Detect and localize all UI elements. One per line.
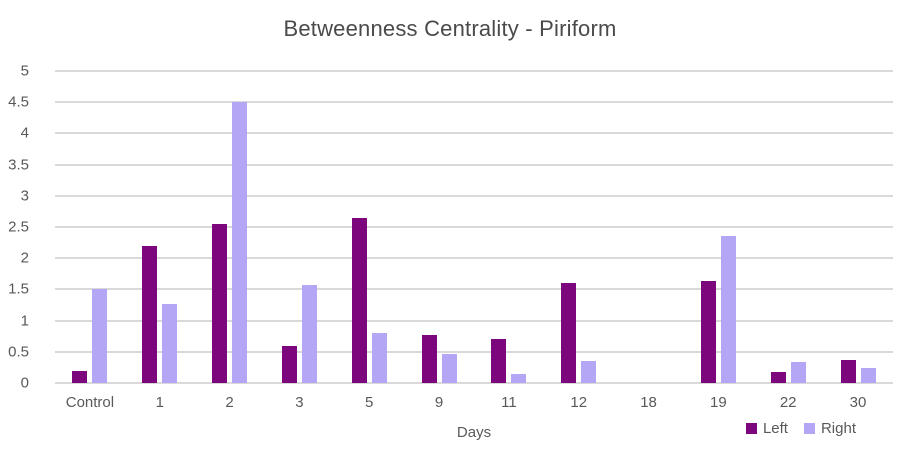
bar-left-3 <box>281 345 297 383</box>
bar-right-control <box>92 289 108 383</box>
bar-right-5 <box>371 333 387 383</box>
bar-group-5 <box>334 71 404 383</box>
bar-group-11 <box>474 71 544 383</box>
gridline <box>55 101 893 104</box>
y-tick-label: 0.5 <box>8 343 29 361</box>
bar-right-30 <box>860 368 876 383</box>
legend-swatch-icon <box>745 423 757 434</box>
x-tick-label: 2 <box>225 394 234 411</box>
x-tick-label: 1 <box>155 394 164 411</box>
y-tick-label: 5 <box>20 62 29 80</box>
bar-group-2 <box>195 71 265 383</box>
x-tick-label: 22 <box>779 394 797 411</box>
bar-group-control <box>55 71 125 383</box>
bar-left-19 <box>700 281 716 383</box>
bar-group-12 <box>544 71 614 383</box>
bar-left-30 <box>840 359 856 383</box>
x-tick-label: 12 <box>570 394 588 411</box>
gridline <box>55 194 893 197</box>
x-axis: Control 1 2 3 5 9 11 12 18 19 22 30 <box>55 394 893 411</box>
x-tick-label: 5 <box>365 394 374 411</box>
plot-area <box>55 70 893 384</box>
bar-right-9 <box>441 353 457 383</box>
y-tick-label: 4.5 <box>8 93 29 111</box>
bar-left-5 <box>351 217 367 383</box>
bar-left-9 <box>421 334 437 383</box>
y-tick-label: 0 <box>20 374 29 392</box>
bar-group-22 <box>753 71 823 383</box>
y-tick-label: 4 <box>20 124 29 142</box>
bar-groups <box>55 71 893 383</box>
y-tick-label: 1 <box>20 312 29 330</box>
gridline <box>55 382 893 384</box>
bar-left-2 <box>212 223 228 383</box>
chart-title: Betweenness Centrality - Piriform <box>283 16 617 41</box>
x-tick-label: 30 <box>849 394 867 411</box>
legend-swatch-icon <box>803 423 815 434</box>
legend-item-left: Left <box>745 420 788 437</box>
gridline <box>55 70 893 72</box>
gridline <box>55 288 893 291</box>
bar-group-3 <box>264 71 334 383</box>
bar-group-30 <box>823 71 893 383</box>
bar-group-18 <box>614 71 684 383</box>
bar-right-2 <box>232 102 248 383</box>
legend-item-right: Right <box>803 420 856 437</box>
x-tick-label: 3 <box>295 394 304 411</box>
bar-left-22 <box>770 372 786 383</box>
bar-right-12 <box>581 361 597 383</box>
gridline <box>55 226 893 228</box>
gridline <box>55 163 893 166</box>
y-tick-label: 2 <box>20 249 29 267</box>
y-tick-label: 1.5 <box>8 280 29 298</box>
x-tick-label: 11 <box>501 394 517 411</box>
x-tick-label: 18 <box>640 394 657 411</box>
bar-right-22 <box>790 362 806 383</box>
y-tick-label: 3.5 <box>8 156 29 174</box>
bar-left-control <box>72 370 88 383</box>
x-tick-label: 19 <box>710 394 727 411</box>
bar-left-11 <box>491 339 507 383</box>
legend-label: Left <box>762 420 788 437</box>
legend-label: Right <box>820 420 856 437</box>
bar-left-12 <box>561 283 577 383</box>
x-axis-title: Days <box>456 424 492 441</box>
gridline <box>55 257 893 260</box>
gridline <box>55 132 893 135</box>
gridline <box>55 350 893 353</box>
bar-group-1 <box>125 71 195 383</box>
bar-right-19 <box>720 236 736 383</box>
bar-group-9 <box>404 71 474 383</box>
bar-right-3 <box>301 285 317 383</box>
x-tick-label: Control <box>65 394 115 411</box>
x-tick-label: 9 <box>434 394 444 411</box>
bar-right-1 <box>162 303 178 383</box>
y-tick-label: 3 <box>20 187 29 205</box>
y-axis: 5 4.5 4 3.5 3 2.5 2 1.5 1 0.5 0 <box>0 63 42 392</box>
bar-group-19 <box>683 71 753 383</box>
gridline <box>55 319 893 322</box>
y-tick-label: 2.5 <box>8 218 29 236</box>
legend: Left Right <box>745 420 856 437</box>
bar-left-1 <box>142 245 158 383</box>
bar-right-11 <box>511 373 527 383</box>
